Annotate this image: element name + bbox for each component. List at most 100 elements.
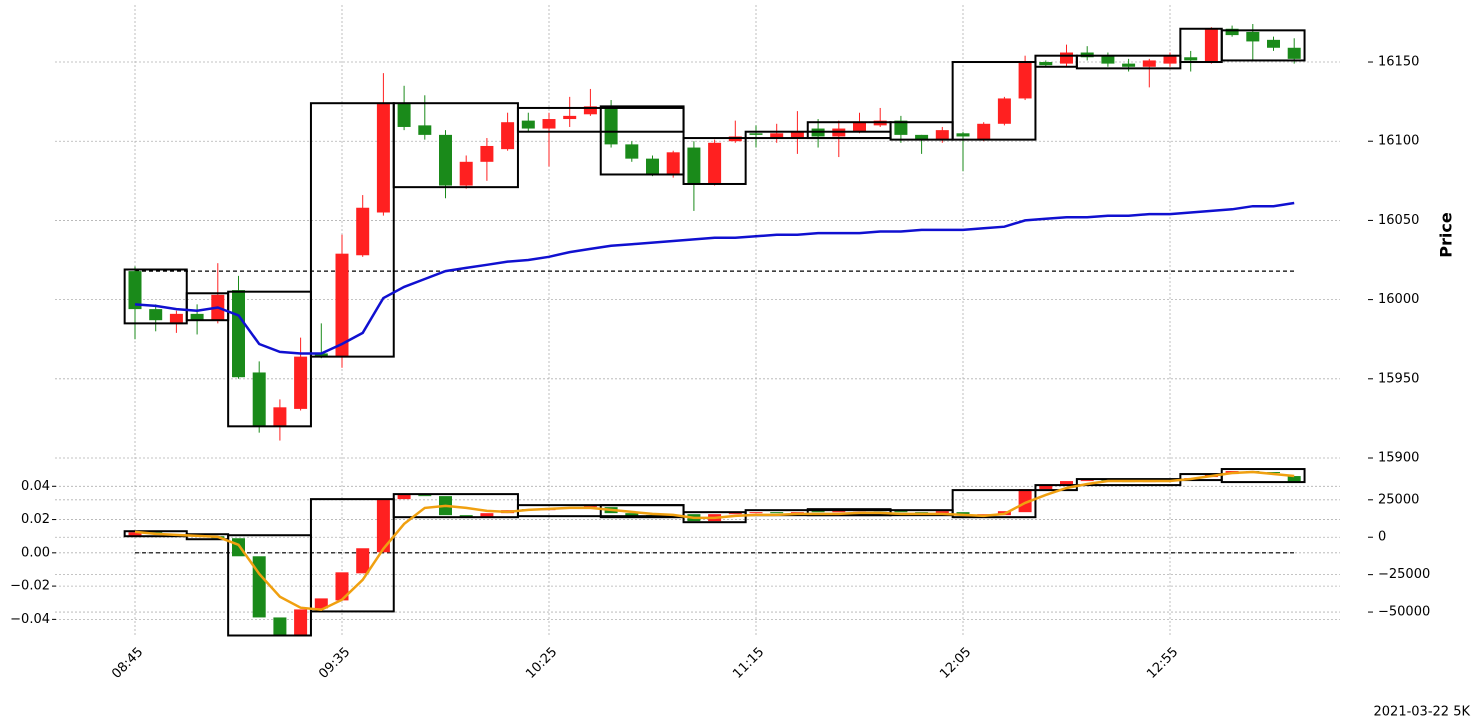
candle-body (1225, 28, 1239, 36)
candle-body (604, 106, 618, 145)
candle-body (273, 617, 287, 636)
candle-body (853, 122, 866, 132)
candle-body (625, 144, 639, 159)
candle-body (666, 152, 680, 175)
candle-body (1039, 485, 1053, 490)
candle-body (770, 512, 784, 514)
line-series (134, 201, 1295, 355)
candle-body (728, 513, 742, 515)
candle-body (625, 513, 639, 517)
range-box (951, 489, 1037, 519)
candle-body (169, 313, 183, 324)
y-axis-label: Price (1437, 212, 1456, 258)
candle-body (190, 313, 204, 321)
candle-body (1267, 39, 1280, 48)
range-box (1220, 29, 1306, 62)
candle-body (335, 253, 349, 357)
candle-body (749, 133, 763, 135)
candle-body (232, 538, 245, 557)
candle-body (1018, 489, 1032, 513)
y-tick-label: −0.04 (10, 612, 50, 627)
candle-body (1080, 480, 1094, 482)
candle-body (397, 494, 411, 500)
y-tick-label: 0.00 (21, 545, 50, 560)
range-box (1075, 478, 1182, 487)
y-tick-label: 25000 (1378, 492, 1419, 507)
candle-body (439, 134, 452, 186)
y-tick-label: 16000 (1378, 292, 1419, 307)
candle-body (542, 119, 556, 129)
candle-body (1204, 28, 1218, 63)
y-tick-label: −25000 (1378, 567, 1430, 582)
range-box (392, 102, 519, 189)
candle-body (521, 120, 535, 129)
y-tick-label: −50000 (1378, 605, 1430, 620)
candle-body (997, 98, 1011, 124)
candle-body (646, 158, 659, 175)
range-box (392, 493, 519, 519)
range-box (951, 61, 1037, 141)
candle-body (376, 103, 390, 213)
y-tick-label: 15950 (1378, 371, 1419, 386)
x-tick-label: 12:05 (937, 645, 974, 682)
candle-body (770, 133, 784, 139)
range-box (599, 504, 685, 519)
candle-body (687, 147, 701, 184)
x-tick-label: 08:45 (109, 645, 146, 682)
candle-body (811, 511, 825, 513)
line-series (134, 470, 1295, 611)
x-tick-label: 09:35 (316, 645, 353, 682)
candle-body (749, 512, 763, 514)
y-tick-label: 16050 (1378, 213, 1419, 228)
candle-body (397, 103, 411, 127)
candle-body (1184, 57, 1198, 61)
candle-body (1018, 62, 1032, 99)
candle-body (418, 495, 432, 497)
x-tick-label: 10:25 (523, 645, 560, 682)
range-box (682, 137, 747, 185)
range-box (309, 102, 395, 358)
candle-body (894, 511, 908, 513)
candle-body (356, 207, 370, 256)
candle-body (894, 120, 908, 135)
range-box (227, 290, 312, 428)
candle-body (1101, 55, 1115, 64)
candle-body (459, 515, 473, 518)
y-tick-label: 16100 (1378, 134, 1419, 149)
y-tick-label: 0 (1378, 530, 1386, 545)
candle-body (563, 115, 577, 120)
candle-body (128, 532, 142, 537)
candle-body (376, 499, 390, 553)
x-tick-label: 12:55 (1144, 645, 1181, 682)
candle-body (294, 609, 308, 636)
candle-body (1267, 472, 1280, 474)
candle-body (128, 271, 142, 310)
candle-body (1142, 60, 1156, 67)
y-tick-label: −0.02 (10, 579, 50, 594)
candle-body (956, 133, 970, 137)
candle-body (294, 356, 308, 409)
candle-body (480, 145, 494, 162)
candle-body (935, 130, 949, 140)
candle-body (335, 572, 349, 601)
candle-body (1287, 47, 1301, 59)
candle-body (149, 309, 163, 321)
candle-body (1246, 31, 1260, 42)
candle-body (418, 125, 432, 135)
candle-body (1060, 52, 1073, 64)
candle-body (708, 142, 722, 184)
candle-body (459, 161, 473, 186)
candle-body (977, 123, 991, 140)
candle-body (915, 134, 929, 140)
candle-body (1122, 63, 1136, 67)
candle-body (1039, 62, 1053, 66)
candle-body (314, 598, 328, 609)
y-tick-label: 0.04 (21, 479, 50, 494)
candle-body (252, 372, 266, 427)
candle-body (356, 548, 370, 574)
candle-body (252, 556, 266, 618)
candle-body (1163, 55, 1177, 64)
candle-body (1287, 476, 1301, 483)
candle-body (501, 122, 515, 150)
